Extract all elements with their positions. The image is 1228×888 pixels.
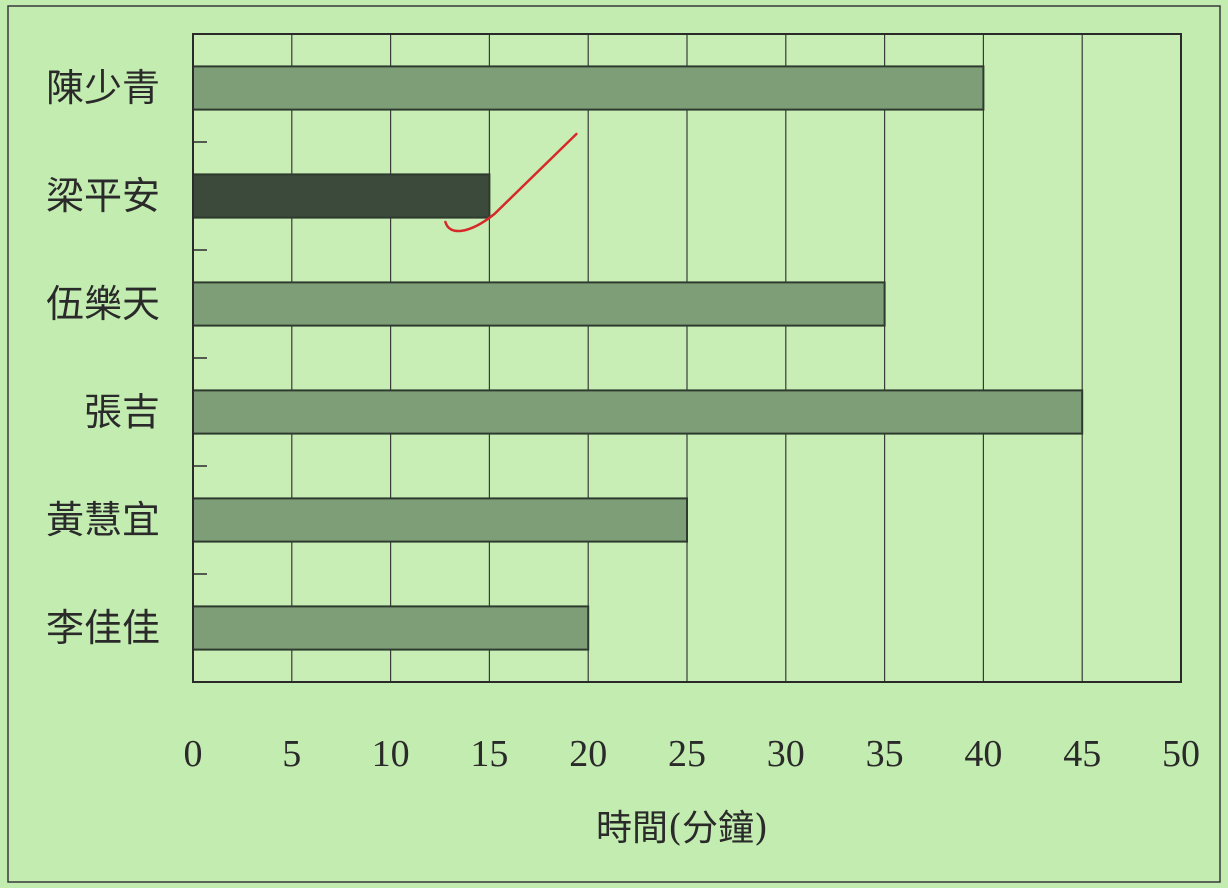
bar bbox=[192, 65, 985, 111]
category-label: 陳少青 bbox=[46, 66, 160, 110]
x-tick-label: 0 bbox=[184, 733, 203, 775]
outer-frame bbox=[7, 5, 1221, 883]
x-tick-label: 30 bbox=[767, 733, 805, 775]
x-tick-label: 25 bbox=[668, 733, 706, 775]
bar bbox=[192, 605, 590, 651]
x-axis-title: 時間(分鐘) bbox=[596, 808, 768, 849]
category-label: 李佳佳 bbox=[46, 606, 160, 650]
bar bbox=[192, 389, 1084, 435]
bar bbox=[192, 497, 688, 543]
bar bbox=[192, 173, 491, 219]
x-tick-label: 35 bbox=[866, 733, 904, 775]
category-label: 張吉 bbox=[84, 390, 160, 434]
plot-border bbox=[192, 33, 1182, 683]
x-tick-label: 45 bbox=[1063, 733, 1101, 775]
category-label: 梁平安 bbox=[46, 174, 160, 218]
x-tick-label: 10 bbox=[372, 733, 410, 775]
category-label: 黃慧宜 bbox=[46, 498, 160, 542]
x-tick-label: 20 bbox=[569, 733, 607, 775]
x-tick-label: 5 bbox=[282, 733, 301, 775]
red-check-mark bbox=[444, 132, 578, 233]
grid-lines bbox=[291, 34, 1083, 682]
x-tick-label: 15 bbox=[470, 733, 508, 775]
bars bbox=[192, 65, 1084, 651]
bar bbox=[192, 281, 886, 327]
x-tick-label: 40 bbox=[964, 733, 1002, 775]
x-tick-labels: 0 5 10 15 20 25 30 35 40 45 50 bbox=[184, 733, 1201, 775]
category-label: 伍樂天 bbox=[46, 282, 160, 326]
x-tick-label: 50 bbox=[1162, 733, 1200, 775]
category-ticks bbox=[193, 141, 207, 575]
